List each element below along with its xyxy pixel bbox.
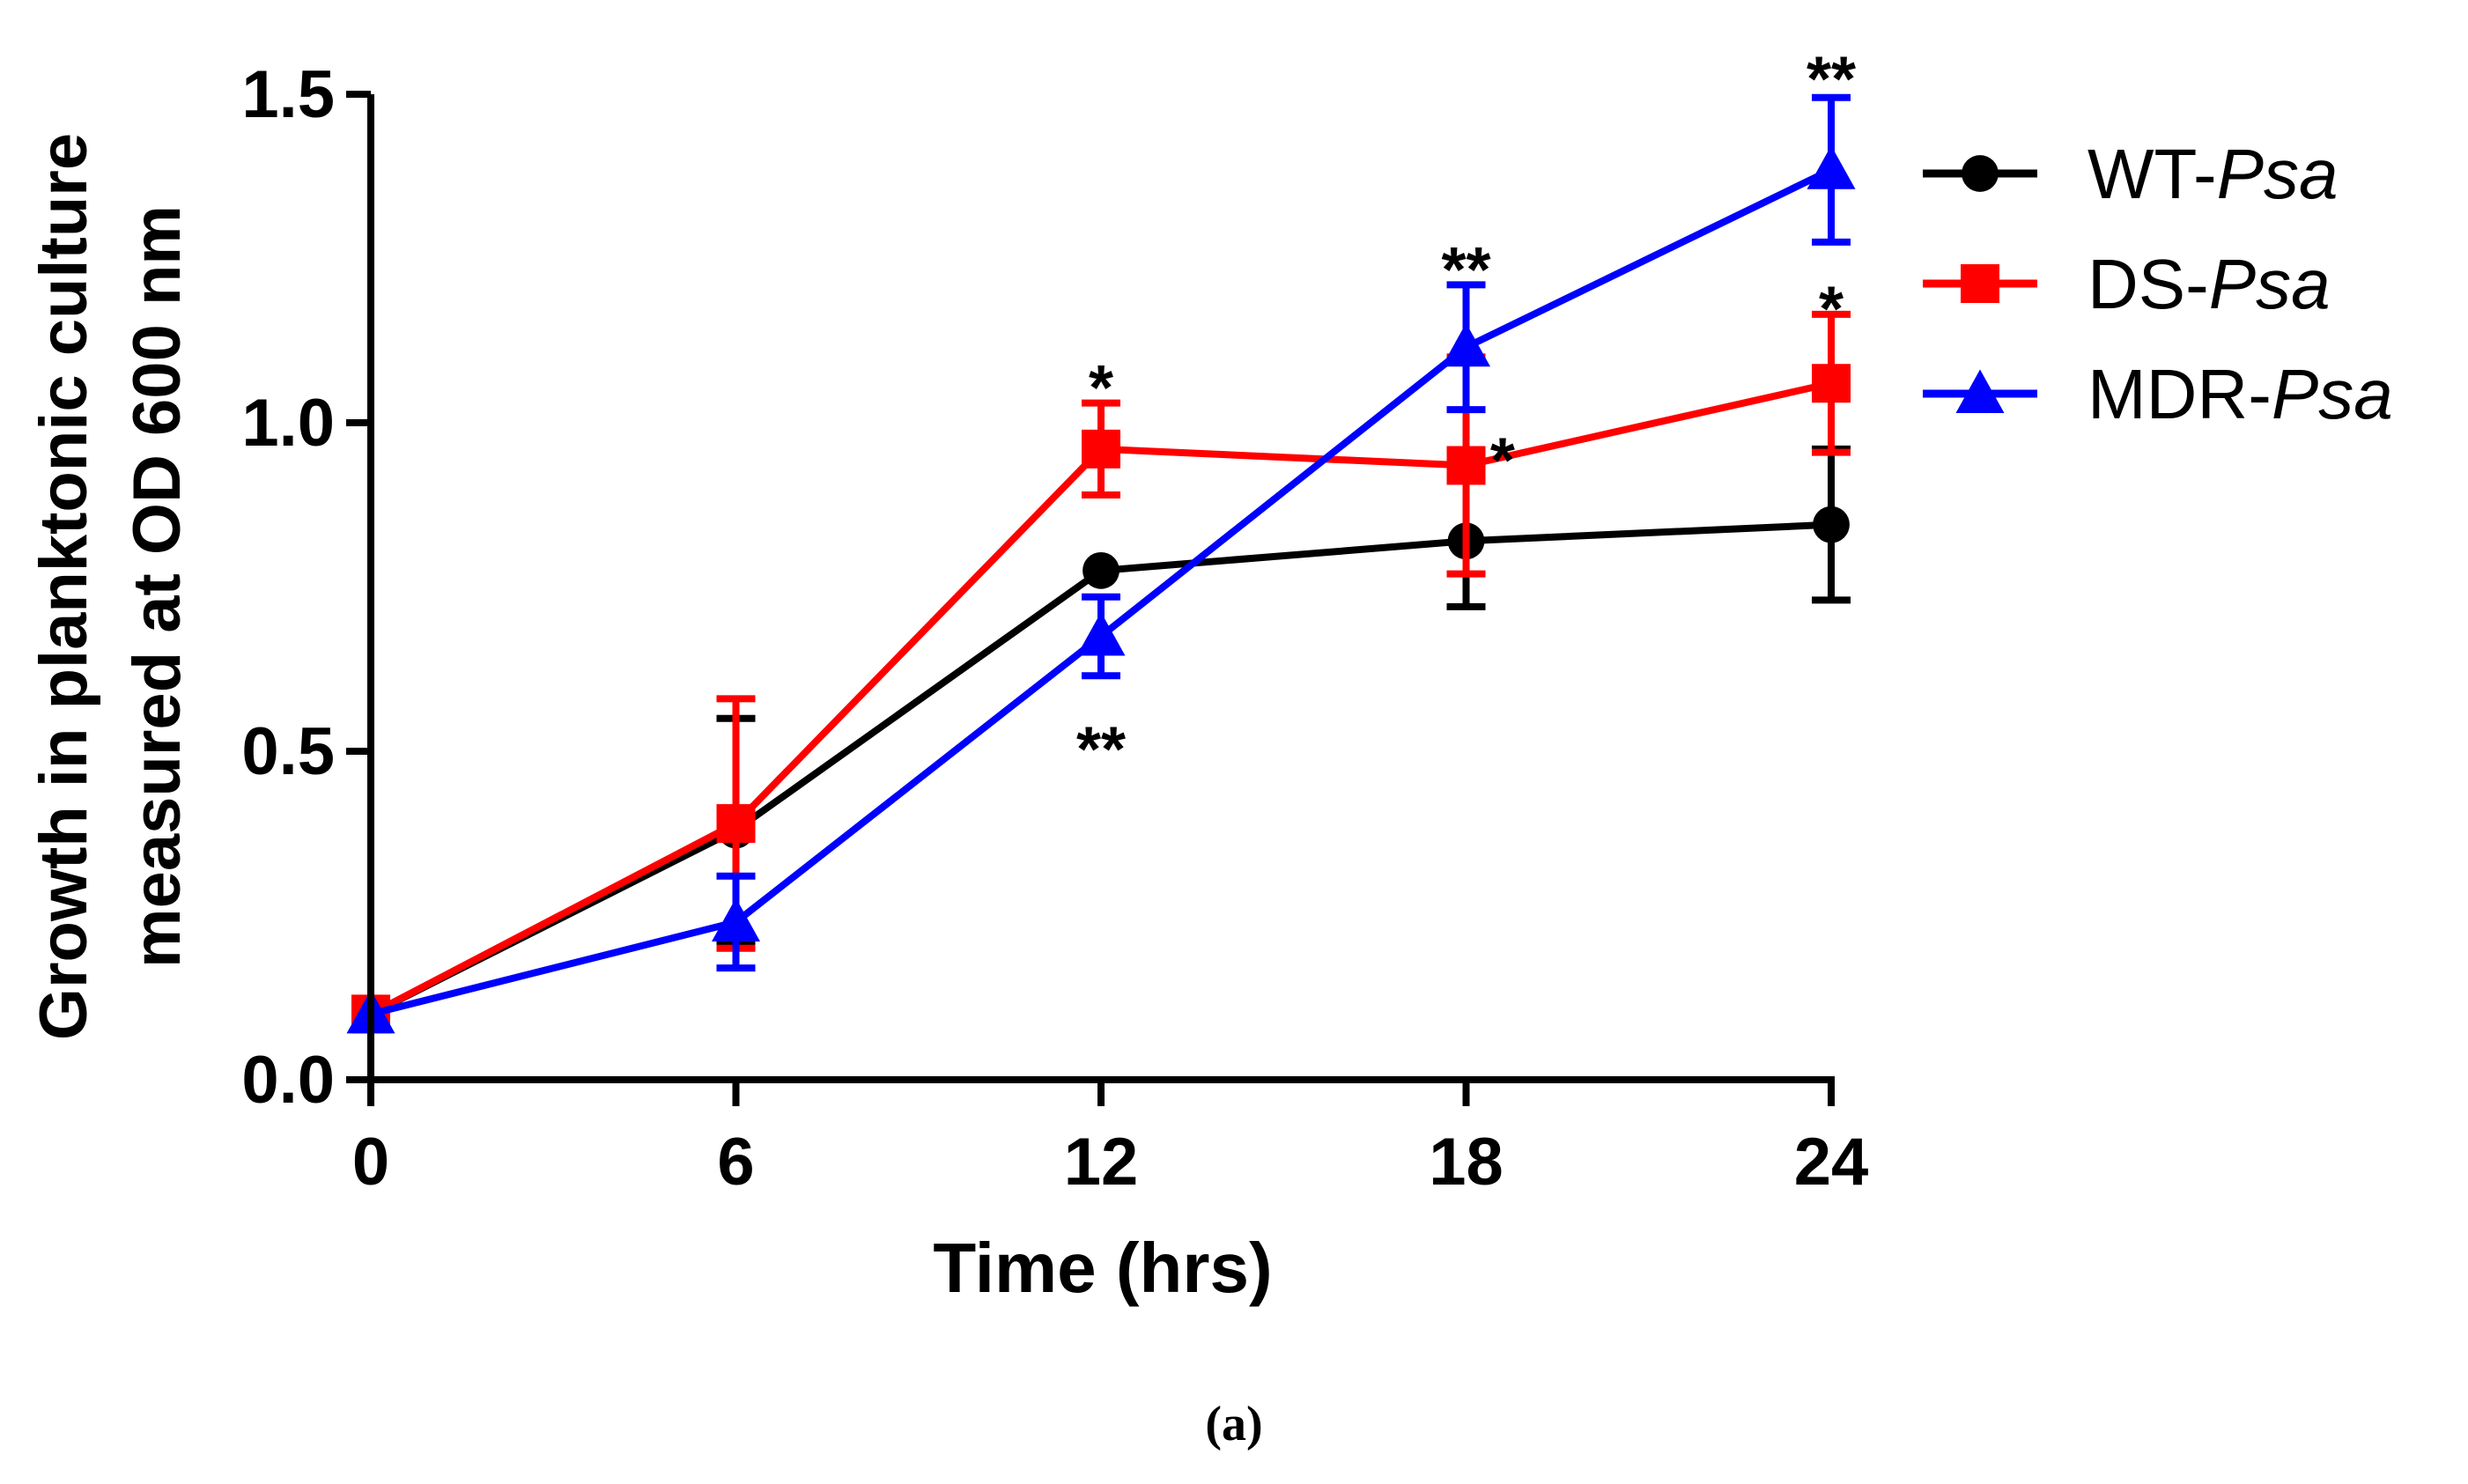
y-tick-label: 1.0: [241, 386, 335, 461]
x-axis-label: Time (hrs): [933, 1229, 1272, 1307]
legend-entry-ds: DS-Psa: [1923, 245, 2331, 323]
significance-marker: *: [1819, 275, 1844, 345]
y-tick-label: 1.5: [241, 57, 335, 132]
legend-entry-mdr: MDR-Psa: [1923, 355, 2393, 433]
axes: 0.0 0.5 1.0 1.5 0 6 12 18 24: [241, 57, 1868, 1200]
y-tick-label: 0.5: [241, 714, 335, 789]
data-point: [1082, 429, 1120, 469]
y-axis-label-line2: measured at OD 600 nm: [120, 205, 195, 968]
plot-area: *********: [346, 45, 1856, 1034]
legend-marker: [1961, 264, 1999, 303]
legend-label: MDR-Psa: [2087, 355, 2393, 433]
data-point: [716, 804, 756, 844]
data-point: [1083, 551, 1119, 589]
x-tick-label: 24: [1794, 1125, 1869, 1200]
data-point: [1076, 611, 1126, 656]
significance-annotations: *********: [1076, 45, 1856, 786]
significance-marker: **: [1441, 235, 1490, 306]
data-point: [712, 897, 760, 941]
significance-marker: *: [1490, 425, 1515, 496]
series-mdr: [346, 93, 1856, 1034]
data-point: [1446, 446, 1486, 485]
data-point: [1812, 364, 1851, 403]
series-line: [370, 166, 1833, 1018]
x-tick-label: 0: [352, 1125, 389, 1200]
x-tick-label: 18: [1429, 1125, 1504, 1200]
data-point: [1813, 506, 1850, 543]
y-tick-label: 0.0: [241, 1043, 335, 1118]
y-axis-label-line1: Growth in planktonic culture: [26, 133, 101, 1040]
legend-marker: [1955, 369, 2005, 413]
data-point: [1442, 322, 1490, 367]
legend-marker: [1962, 155, 1999, 192]
legend: WT-Psa DS-Psa MDR-Psa: [1923, 135, 2393, 433]
significance-marker: **: [1807, 45, 1856, 115]
data-point: [1807, 145, 1856, 189]
x-tick-label: 6: [717, 1125, 754, 1200]
figure-caption: (a): [1205, 1397, 1262, 1451]
x-tick-label: 12: [1064, 1125, 1139, 1200]
legend-entry-wt: WT-Psa: [1923, 135, 2338, 213]
significance-marker: *: [1089, 353, 1113, 424]
significance-marker: **: [1076, 715, 1126, 786]
legend-label: WT-Psa: [2087, 135, 2338, 213]
legend-label: DS-Psa: [2087, 245, 2331, 323]
